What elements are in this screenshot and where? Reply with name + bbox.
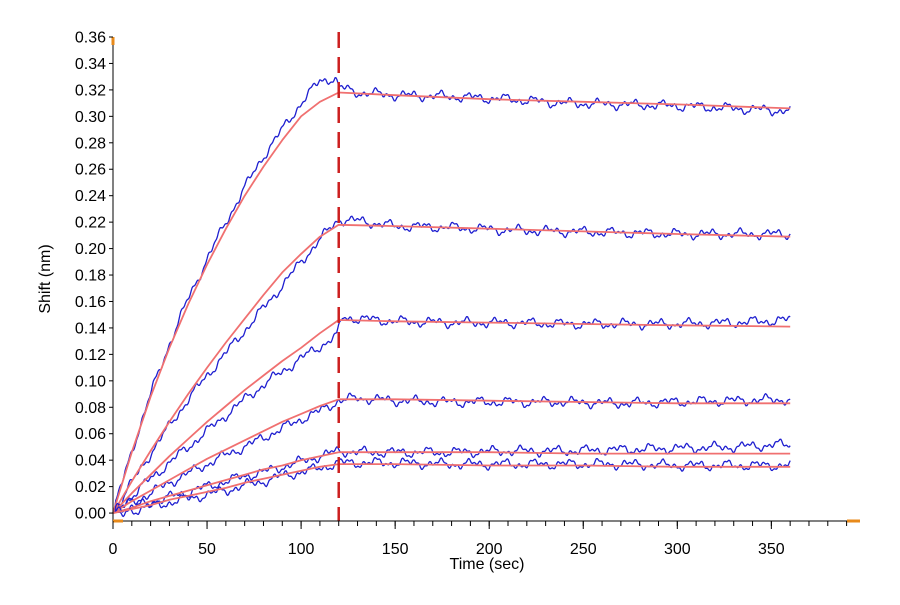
y-tick-label: 0.30 (75, 109, 106, 126)
y-tick-label: 0.06 (75, 426, 106, 443)
x-tick-label: 200 (476, 541, 503, 558)
y-tick-label: 0.00 (75, 506, 106, 523)
y-tick-label: 0.24 (75, 188, 106, 205)
x-tick-label: 0 (109, 541, 118, 558)
y-tick-label: 0.18 (75, 268, 106, 285)
y-tick-label: 0.02 (75, 479, 106, 496)
fit-curve-5 (112, 451, 791, 514)
y-tick-label: 0.32 (75, 82, 106, 99)
y-tick-label: 0.14 (75, 320, 106, 337)
measured-trace-2 (112, 215, 791, 514)
x-tick-label: 100 (288, 541, 315, 558)
x-tick-label: 50 (198, 541, 216, 558)
y-tick-label: 0.36 (75, 30, 106, 47)
fit-curve-3 (112, 319, 791, 514)
y-tick-label: 0.20 (75, 241, 106, 258)
series-layer (112, 77, 791, 518)
y-tick-label: 0.28 (75, 135, 106, 152)
measured-trace-3 (112, 315, 791, 514)
y-tick-label: 0.04 (75, 453, 106, 470)
x-tick-label: 150 (382, 541, 409, 558)
fit-curve-1 (112, 91, 791, 514)
x-tick-label: 350 (758, 541, 785, 558)
x-axis-title: Time (sec) (450, 556, 525, 573)
fit-curve-4 (112, 398, 791, 514)
y-tick-label: 0.34 (75, 56, 106, 73)
fit-curve-2 (112, 223, 791, 514)
measured-trace-4 (112, 392, 791, 514)
measured-trace-1 (112, 77, 791, 514)
y-tick-label: 0.08 (75, 400, 106, 417)
measured-trace-5 (112, 438, 791, 518)
y-tick-label: 0.10 (75, 373, 106, 390)
y-tick-label: 0.26 (75, 162, 106, 179)
y-tick-label: 0.12 (75, 347, 106, 364)
x-tick-label: 250 (570, 541, 597, 558)
y-tick-label: 0.16 (75, 294, 106, 311)
x-tick-label: 300 (664, 541, 691, 558)
y-tick-label: 0.22 (75, 215, 106, 232)
y-axis-title: Shift (nm) (37, 244, 54, 313)
axes-layer: 0.00 0.02 0.04 0.06 0.08 0.10 0.12 0.14 0.16 0.18… (75, 30, 860, 558)
fit-curve-6 (112, 463, 791, 514)
